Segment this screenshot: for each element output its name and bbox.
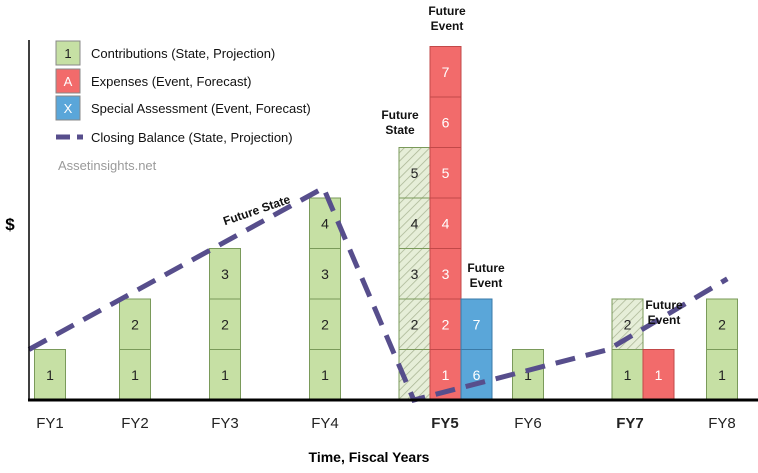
- legend-label: Contributions (State, Projection): [91, 46, 275, 61]
- bar-block-label: 1: [221, 367, 229, 383]
- bar-block-label: 2: [411, 316, 419, 332]
- annotation-future-event-fy5-top-line1: Future: [428, 4, 466, 18]
- legend-label: Closing Balance (State, Projection): [91, 130, 293, 145]
- legend-swatch-2: [55, 95, 81, 121]
- annotation-future-event-fy7-line1: Future: [645, 298, 683, 312]
- y-axis-label: $: [5, 215, 15, 234]
- annotation-future-event-fy5-sa-line1: Future: [467, 261, 505, 275]
- bar-block-fy5-expense-3: [429, 248, 462, 300]
- bar-block-label: 3: [411, 266, 419, 282]
- x-tick-fy3: FY3: [211, 415, 239, 432]
- x-tick-fy2: FY2: [121, 415, 149, 432]
- bar-block-fy8-contribution-1: [706, 349, 738, 401]
- legend-label: Expenses (Event, Forecast): [91, 74, 251, 89]
- bar-block-fy5-special-assessment-2: [460, 298, 493, 350]
- bar-block-fy5-expense-2: [429, 298, 462, 350]
- bar-block-label: 3: [442, 266, 450, 282]
- bar-block-fy2-contribution-2: [119, 298, 151, 350]
- legend-symbol: 1: [64, 46, 71, 61]
- legend-swatch-0: [55, 40, 81, 66]
- bar-block-fy1-contribution-1: [34, 349, 66, 401]
- legend-symbol: A: [64, 74, 73, 89]
- bar-block-label: 7: [473, 316, 481, 332]
- bar-block-label: 2: [718, 316, 726, 332]
- bar-block-label: 1: [624, 367, 632, 383]
- bar-block-label: 3: [221, 266, 229, 282]
- annotation-future-event-fy5-sa-line2: Event: [470, 276, 503, 290]
- bar-block-label: 2: [131, 316, 139, 332]
- bar-block-fy8-contribution-2: [706, 298, 738, 350]
- x-tick-fy7: FY7: [616, 415, 644, 432]
- bar-block-label: 2: [321, 316, 329, 332]
- bar-block-label: 3: [321, 266, 329, 282]
- x-tick-fy8: FY8: [708, 415, 736, 432]
- annotation-future-state-fy5-line1: Future: [381, 108, 419, 122]
- bar-block-label: 5: [442, 165, 450, 181]
- annotation-future-state-fy5-line2: State: [385, 123, 415, 137]
- bar-blocks: 1 1 2 1 2 3 1 2 3 4 2 3 4 5 1 2 3 4 5 6 7 6 7 1 1 2 1 1 2: [34, 46, 738, 401]
- bar-block-label: 1: [655, 367, 663, 383]
- bar-block-label: 4: [442, 215, 450, 231]
- bar-block-label: 2: [442, 316, 450, 332]
- x-tick-fy5: FY5: [431, 415, 459, 432]
- bar-block-label: 6: [473, 367, 481, 383]
- bar-block-fy5-special-assessment-1: [460, 349, 493, 401]
- legend: 1 Contributions (State, Projection) A Expen…: [55, 40, 311, 145]
- bar-block-label: 1: [442, 367, 450, 383]
- x-tick-fy4: FY4: [311, 415, 339, 432]
- bar-block-fy7-expense-1: [642, 349, 675, 401]
- bar-block-fy5-expense-5: [429, 147, 462, 199]
- bar-block-fy3-contribution-2: [209, 298, 241, 350]
- bar-block-fy3-contribution-1: [209, 349, 241, 401]
- bar-block-label: 4: [411, 215, 419, 231]
- x-tick-fy6: FY6: [514, 415, 542, 432]
- bar-block-label: 2: [221, 316, 229, 332]
- x-tick-fy1: FY1: [36, 415, 64, 432]
- bar-block-fy5-contribution-future-3: [398, 248, 431, 300]
- bar-block-fy4-contribution-4: [309, 197, 341, 249]
- x-tick-labels: FY1 FY2 FY3 FY4 FY5 FY6 FY7 FY8: [36, 415, 736, 432]
- bar-block-fy5-expense-7: [429, 46, 462, 98]
- bar-block-fy4-contribution-2: [309, 298, 341, 350]
- bar-block-label: 7: [442, 64, 450, 80]
- legend-label: Special Assessment (Event, Forecast): [91, 101, 311, 116]
- x-axis-label: Time, Fiscal Years: [309, 449, 430, 465]
- bar-block-fy4-contribution-3: [309, 248, 341, 300]
- bar-block-label: 2: [624, 316, 632, 332]
- bar-block-fy7-contribution-mixed-1: [611, 349, 644, 401]
- bar-block-label: 1: [718, 367, 726, 383]
- bar-block-label: 6: [442, 114, 450, 130]
- bar-block-label: 5: [411, 165, 419, 181]
- bar-block-label: 1: [46, 367, 54, 383]
- legend-swatch-1: [55, 68, 81, 94]
- bar-block-fy5-expense-4: [429, 197, 462, 249]
- bar-block-fy2-contribution-1: [119, 349, 151, 401]
- watermark: Assetinsights.net: [58, 158, 157, 173]
- annotation-future-event-fy7-line2: Event: [648, 313, 681, 327]
- bar-block-label: 1: [131, 367, 139, 383]
- bar-block-fy5-expense-6: [429, 96, 462, 148]
- bar-block-fy5-contribution-future-2: [398, 298, 431, 350]
- bar-block-fy3-contribution-3: [209, 248, 241, 300]
- legend-symbol: X: [64, 101, 73, 116]
- bar-block-label: 1: [524, 367, 532, 383]
- bar-block-label: 1: [321, 367, 329, 383]
- bar-block-label: 4: [321, 215, 329, 231]
- annotation-future-event-fy5-top-line2: Event: [431, 19, 464, 33]
